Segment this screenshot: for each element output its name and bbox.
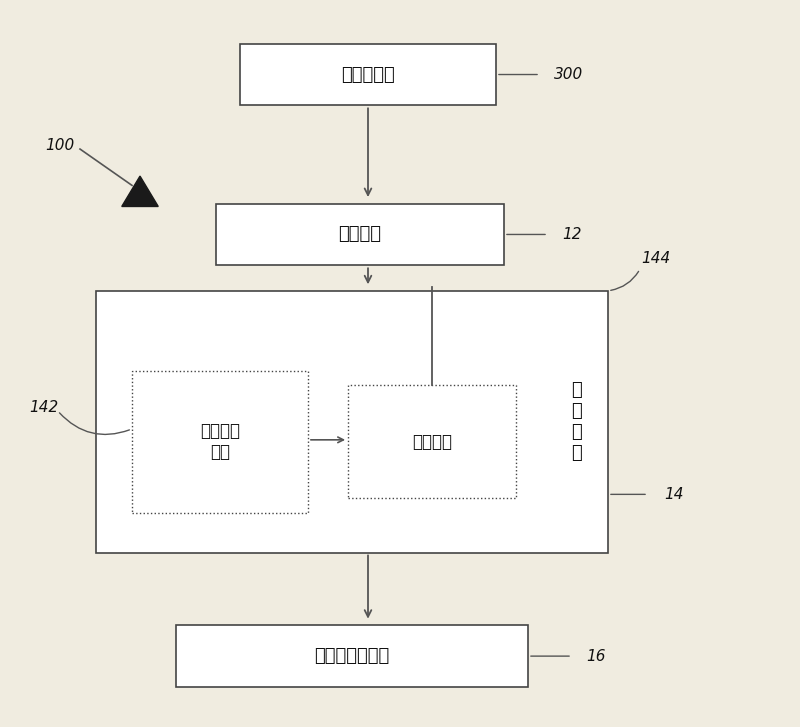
Text: 控
制
模
块: 控 制 模 块 (570, 382, 582, 462)
Text: 开关单元: 开关单元 (412, 433, 452, 451)
Text: 142: 142 (30, 400, 58, 414)
Text: 14: 14 (664, 487, 683, 502)
FancyBboxPatch shape (176, 625, 528, 687)
Text: 144: 144 (642, 251, 670, 265)
Text: 100: 100 (46, 138, 74, 153)
FancyBboxPatch shape (348, 385, 516, 498)
Text: 电源模块: 电源模块 (338, 225, 382, 244)
Text: 16: 16 (586, 648, 606, 664)
FancyBboxPatch shape (132, 371, 308, 513)
Polygon shape (122, 176, 158, 206)
Text: 机动车引擎: 机动车引擎 (341, 65, 395, 84)
FancyBboxPatch shape (240, 44, 496, 105)
Text: 昼行灯发光模块: 昼行灯发光模块 (314, 647, 390, 665)
Text: 第一检测
单元: 第一检测 单元 (200, 422, 240, 461)
Text: 12: 12 (562, 227, 582, 242)
Text: 300: 300 (554, 67, 584, 82)
FancyBboxPatch shape (96, 291, 608, 553)
FancyBboxPatch shape (216, 204, 504, 265)
